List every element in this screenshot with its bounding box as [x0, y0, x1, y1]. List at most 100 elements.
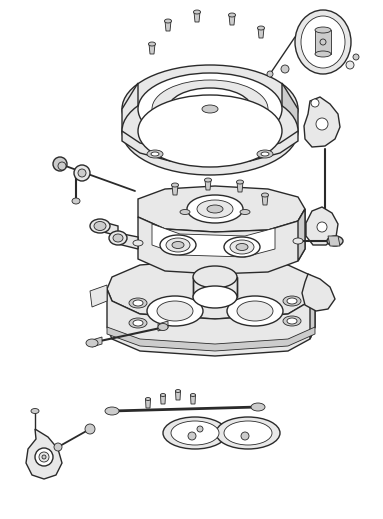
Ellipse shape	[197, 200, 233, 218]
Ellipse shape	[190, 393, 195, 397]
Ellipse shape	[133, 320, 143, 326]
Ellipse shape	[251, 403, 265, 411]
Ellipse shape	[301, 16, 345, 68]
Ellipse shape	[293, 238, 303, 244]
Ellipse shape	[133, 240, 143, 246]
Polygon shape	[90, 285, 107, 307]
Circle shape	[267, 71, 273, 77]
Polygon shape	[26, 429, 62, 479]
Ellipse shape	[138, 73, 282, 145]
Ellipse shape	[207, 205, 223, 213]
Ellipse shape	[287, 298, 297, 304]
Ellipse shape	[152, 80, 268, 138]
Polygon shape	[237, 182, 243, 192]
Ellipse shape	[165, 19, 172, 23]
Ellipse shape	[105, 407, 119, 415]
Ellipse shape	[202, 105, 218, 113]
Polygon shape	[165, 21, 171, 31]
Ellipse shape	[261, 152, 269, 156]
Ellipse shape	[31, 408, 39, 414]
Ellipse shape	[283, 316, 301, 326]
Ellipse shape	[122, 87, 298, 175]
Polygon shape	[107, 287, 315, 356]
Polygon shape	[258, 28, 264, 38]
Ellipse shape	[122, 65, 298, 153]
Ellipse shape	[90, 219, 110, 233]
Polygon shape	[152, 224, 275, 257]
Ellipse shape	[168, 88, 252, 130]
Circle shape	[281, 65, 289, 73]
Ellipse shape	[236, 243, 248, 251]
Ellipse shape	[149, 42, 155, 46]
Ellipse shape	[216, 417, 280, 449]
Ellipse shape	[151, 152, 159, 156]
Ellipse shape	[158, 323, 168, 331]
Polygon shape	[118, 233, 138, 249]
Ellipse shape	[166, 238, 190, 252]
Ellipse shape	[240, 210, 250, 214]
Polygon shape	[310, 285, 328, 307]
Polygon shape	[229, 15, 235, 25]
Polygon shape	[302, 274, 335, 311]
Circle shape	[241, 432, 249, 440]
Ellipse shape	[229, 13, 236, 17]
Ellipse shape	[160, 393, 165, 397]
Ellipse shape	[163, 417, 227, 449]
Ellipse shape	[315, 27, 331, 33]
Polygon shape	[190, 395, 195, 404]
Polygon shape	[310, 287, 315, 339]
Ellipse shape	[109, 231, 127, 245]
Ellipse shape	[147, 296, 203, 326]
Ellipse shape	[262, 193, 268, 197]
Circle shape	[53, 157, 67, 171]
Polygon shape	[298, 209, 305, 261]
Circle shape	[353, 54, 359, 60]
Ellipse shape	[160, 235, 196, 255]
Ellipse shape	[257, 26, 265, 30]
Ellipse shape	[327, 236, 343, 246]
Ellipse shape	[236, 180, 244, 184]
Ellipse shape	[315, 51, 331, 57]
Polygon shape	[175, 391, 180, 400]
Polygon shape	[138, 186, 305, 232]
Circle shape	[188, 432, 196, 440]
Circle shape	[39, 452, 49, 462]
Ellipse shape	[129, 298, 147, 308]
Polygon shape	[146, 399, 151, 408]
Ellipse shape	[147, 150, 163, 158]
Ellipse shape	[283, 296, 301, 306]
Ellipse shape	[86, 339, 98, 347]
Ellipse shape	[224, 237, 260, 257]
Ellipse shape	[224, 421, 272, 445]
Polygon shape	[107, 259, 315, 319]
Polygon shape	[328, 236, 340, 246]
Circle shape	[78, 169, 86, 177]
Polygon shape	[92, 337, 102, 347]
Ellipse shape	[175, 389, 180, 392]
Circle shape	[42, 455, 46, 459]
Ellipse shape	[295, 10, 351, 74]
Polygon shape	[122, 83, 138, 137]
Circle shape	[317, 222, 327, 232]
Ellipse shape	[193, 10, 200, 14]
Ellipse shape	[180, 210, 190, 214]
Ellipse shape	[257, 150, 273, 158]
Ellipse shape	[113, 234, 123, 242]
Ellipse shape	[138, 95, 282, 167]
Polygon shape	[193, 277, 237, 297]
Ellipse shape	[129, 318, 147, 328]
Circle shape	[320, 39, 326, 45]
Polygon shape	[205, 180, 211, 190]
Polygon shape	[138, 209, 305, 274]
Polygon shape	[306, 207, 338, 245]
Circle shape	[346, 61, 354, 69]
Polygon shape	[194, 12, 200, 22]
Ellipse shape	[146, 398, 151, 401]
Ellipse shape	[171, 421, 219, 445]
Ellipse shape	[193, 286, 237, 308]
Circle shape	[74, 165, 90, 181]
Circle shape	[85, 424, 95, 434]
Ellipse shape	[157, 301, 193, 321]
Ellipse shape	[205, 178, 211, 182]
Ellipse shape	[230, 240, 254, 254]
